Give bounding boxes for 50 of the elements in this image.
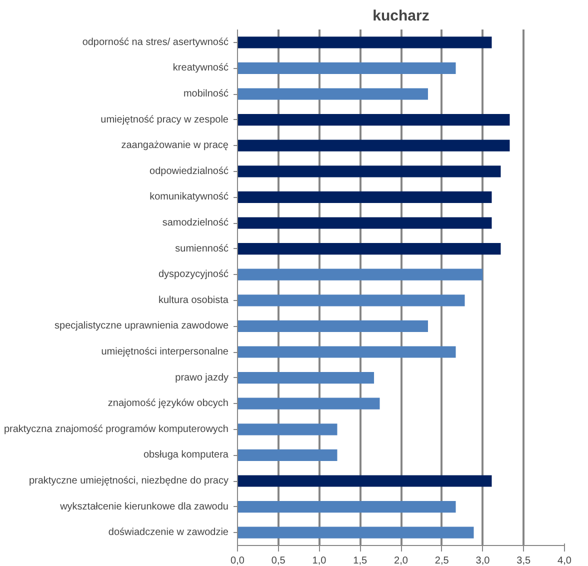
y-tick-label: odporność na stres/ asertywność <box>82 36 229 48</box>
bar <box>238 398 380 410</box>
x-tick-label: 1,5 <box>353 556 368 566</box>
bar <box>238 242 501 255</box>
bar <box>238 500 456 513</box>
x-tick-label: 4,0 <box>558 556 572 566</box>
bar <box>238 114 510 126</box>
chart-title: kucharz <box>372 8 430 24</box>
y-tick-label: prawo jazdy <box>175 372 228 384</box>
x-tick-label: 3,5 <box>516 556 532 566</box>
y-tick-label: odpowiedzialność <box>150 166 229 177</box>
y-tick-label: praktyczna znajomość programów komputerowych <box>4 424 229 435</box>
y-tick-label: znajomość języków obcych <box>108 398 229 410</box>
bar <box>238 140 510 152</box>
bar <box>238 424 338 436</box>
y-tick-label: kultura osobista <box>158 294 229 306</box>
y-tick-label: komunikatywność <box>150 192 228 203</box>
y-tick-label: obsługa komputera <box>143 450 229 461</box>
x-tick-label: 2,5 <box>434 556 450 566</box>
y-tick-label: sumienność <box>175 243 228 254</box>
y-tick-label: doświadczenie w zawodzie <box>108 527 229 538</box>
x-tick-label: 2,0 <box>394 556 408 566</box>
bar <box>238 475 492 487</box>
bar <box>238 346 456 358</box>
y-tick-label: umiejętności interpersonalne <box>101 346 229 358</box>
x-tick-label: 0,0 <box>230 556 245 566</box>
y-tick-label: zaangażowanie w pracę <box>121 140 229 152</box>
bar <box>238 217 492 229</box>
bar <box>238 449 338 462</box>
bar <box>238 268 483 280</box>
bar <box>238 166 501 178</box>
y-tick-label: samodzielność <box>162 218 229 228</box>
bar <box>238 88 428 100</box>
bar <box>238 320 428 332</box>
bar <box>238 36 492 48</box>
bar <box>238 62 456 74</box>
y-tick-label: mobilność <box>183 88 229 100</box>
x-tick-label: 3,0 <box>476 556 490 566</box>
y-tick-label: dyspozycyjność <box>158 269 228 280</box>
bar <box>238 191 492 204</box>
bar <box>238 372 374 384</box>
y-tick-label: praktyczne umiejętności, niezbędne do pracy <box>28 476 229 486</box>
bar <box>238 294 465 306</box>
x-tick-label: 0,5 <box>271 556 286 566</box>
y-tick-label: specjalistyczne uprawnienia zawodowe <box>54 320 229 332</box>
y-tick-label: kreatywność <box>172 62 228 74</box>
y-tick-label: umiejętność pracy w zespole <box>100 114 229 126</box>
y-tick-label: wykształcenie kierunkowe dla zawodu <box>59 501 229 512</box>
bar <box>238 526 474 538</box>
x-tick-label: 1,0 <box>312 556 327 566</box>
